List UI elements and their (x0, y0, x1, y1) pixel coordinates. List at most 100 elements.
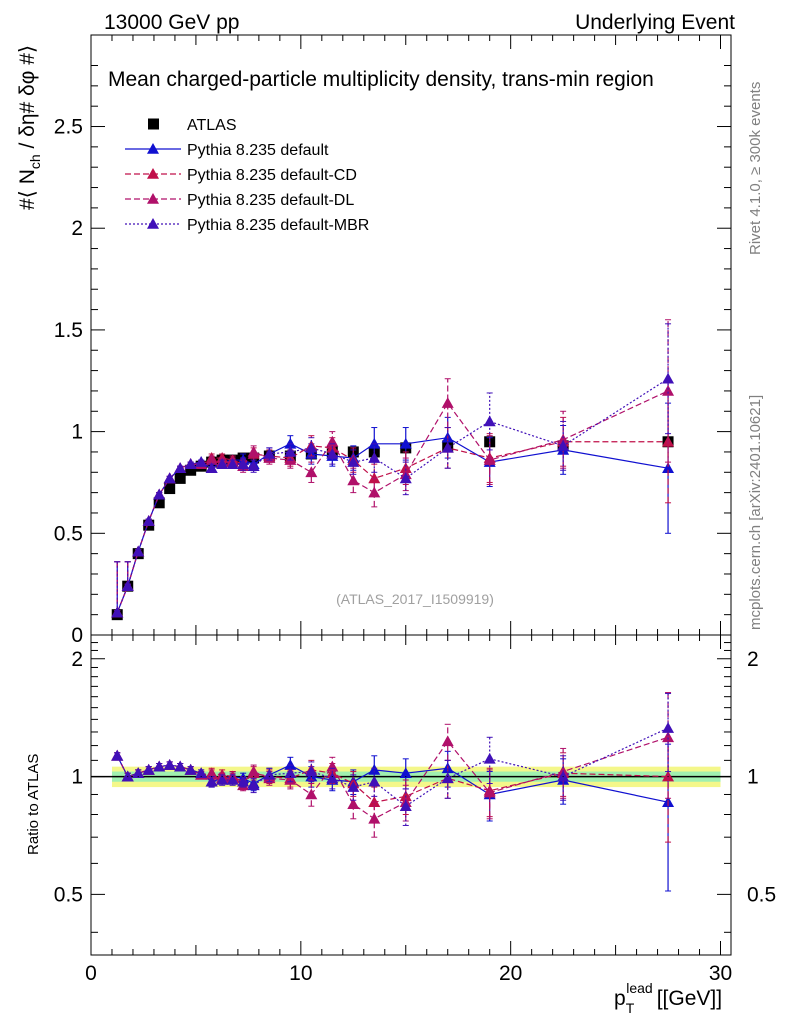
ratio-point-mbr (347, 781, 360, 792)
main-point-mbr (195, 456, 208, 467)
ratio-tick-label-right: 2 (747, 648, 759, 671)
ratio-point-atlas (116, 776, 118, 778)
main-point-atlas (185, 464, 197, 476)
main-point-mbr (247, 460, 260, 471)
main-point-dl (305, 466, 318, 478)
rivet-label: Rivet 4.1.0, ≥ 300k events (747, 82, 764, 255)
y-tick-label: 0 (71, 624, 83, 647)
main-point-dl (247, 445, 260, 457)
legend-entry: Pythia 8.235 default-DL (125, 192, 354, 209)
ratio-point-atlas (200, 776, 202, 778)
main-point-mbr (132, 545, 145, 557)
ratio-point-atlas (137, 776, 139, 778)
ratio-point-mbr (284, 767, 297, 779)
process-label: Underlying Event (575, 11, 735, 34)
legend-marker-cd (147, 168, 159, 179)
x-tick-label: 0 (85, 962, 97, 985)
legend-entry: Pythia 8.235 default (125, 142, 329, 159)
main-plot-data (111, 319, 675, 621)
ratio-point-dl (483, 786, 496, 798)
ratio-point-atlas (289, 776, 291, 778)
legend-label: Pythia 8.235 default (187, 142, 329, 159)
source-label: mcplots.cern.ch [arXiv:2401.10621] (747, 395, 764, 630)
y-tick-label: 0.5 (54, 522, 83, 545)
y-axis-label-part1: #⟨ N (16, 169, 39, 210)
main-point-cd (368, 472, 381, 484)
ratio-point-default (399, 767, 412, 779)
x-axis-label-main: p (614, 987, 626, 1010)
ratio-point-mbr (132, 767, 145, 779)
ratio-point-atlas (373, 776, 375, 778)
main-line-dl (116, 390, 669, 613)
x-axis-label-units: [[GeV]] (657, 987, 722, 1010)
main-point-atlas (153, 497, 165, 509)
main-point-mbr (305, 441, 318, 453)
x-tick-label: 30 (709, 962, 732, 985)
main-series-mbr (111, 323, 675, 618)
ratio-point-mbr (305, 765, 318, 777)
y-axis-label-part3: / δη# δφ #⟩ (16, 45, 39, 154)
ratio-point-mbr (174, 760, 187, 772)
ratio-point-dl (305, 788, 318, 800)
y-axis-label: #⟨ Nch / δη# δφ #⟩ (16, 45, 43, 210)
ratio-point-mbr (263, 768, 276, 780)
ratio-point-mbr (557, 770, 570, 782)
main-series-default (111, 402, 675, 618)
x-axis-label-sup: lead (626, 980, 652, 996)
main-point-dl (483, 454, 496, 465)
ratio-point-mbr (205, 775, 218, 787)
ratio-point-mbr (163, 759, 176, 770)
ratio-tick-label-left: 0.5 (54, 883, 83, 906)
ratio-series-default (111, 743, 675, 892)
ratio-point-mbr (483, 752, 496, 764)
main-series-cd (111, 380, 675, 618)
energy-label: 13000 GeV pp (104, 11, 239, 34)
main-point-mbr (441, 441, 454, 453)
legend-marker-default (147, 143, 159, 154)
main-point-dl (368, 486, 381, 498)
legend-label: ATLAS (187, 117, 237, 134)
main-line-mbr (116, 378, 669, 613)
main-point-dl (662, 384, 675, 396)
ratio-point-default (368, 763, 381, 775)
ratio-tick-label-right: 1 (747, 766, 759, 789)
main-point-default (284, 437, 297, 449)
y-axis-label-sub: ch (27, 154, 43, 169)
main-point-mbr (121, 580, 134, 591)
ratio-point-mbr (216, 773, 229, 785)
legend-marker-mbr (147, 218, 159, 229)
ratio-point-mbr (368, 775, 381, 787)
ratio-point-mbr (184, 763, 197, 775)
ratio-point-atlas (352, 776, 354, 778)
legend-entry: Pythia 8.235 default-MBR (125, 217, 369, 234)
main-point-default (368, 437, 381, 449)
main-point-dl (347, 474, 360, 486)
main-point-mbr (399, 472, 412, 484)
y-tick-label: 1.5 (54, 319, 83, 342)
ratio-point-atlas (221, 776, 223, 778)
y-tick-label: 2.5 (54, 116, 83, 139)
main-point-mbr (483, 415, 496, 427)
ratio-point-atlas (127, 776, 129, 778)
ratio-point-dl (326, 760, 339, 772)
main-point-mbr (326, 447, 339, 459)
main-point-mbr (662, 372, 675, 384)
ratio-plot-frame (90, 634, 732, 956)
ratio-point-mbr (142, 763, 155, 775)
ratio-point-atlas (562, 776, 564, 778)
ratio-point-mbr (326, 772, 339, 784)
ratio-plot-data (111, 691, 675, 892)
ratio-point-dl (247, 765, 260, 777)
axis-ticks: 0 10 20 30 0 0.5 1 1.5 2 2.5 0.5 0.5 1 1 2 2 (54, 35, 776, 985)
main-point-mbr (163, 472, 176, 484)
ratio-point-dl (441, 735, 454, 747)
main-point-atlas (164, 483, 176, 495)
ratio-point-atlas (158, 776, 160, 778)
main-point-atlas (174, 472, 186, 484)
ratio-point-cd (368, 796, 381, 808)
main-point-mbr (347, 456, 360, 467)
legend-entry: ATLAS (148, 117, 237, 134)
main-point-mbr (216, 458, 229, 469)
ratio-tick-label-left: 1 (71, 766, 83, 789)
analysis-id: (ATLAS_2017_I1509919) (336, 591, 494, 607)
